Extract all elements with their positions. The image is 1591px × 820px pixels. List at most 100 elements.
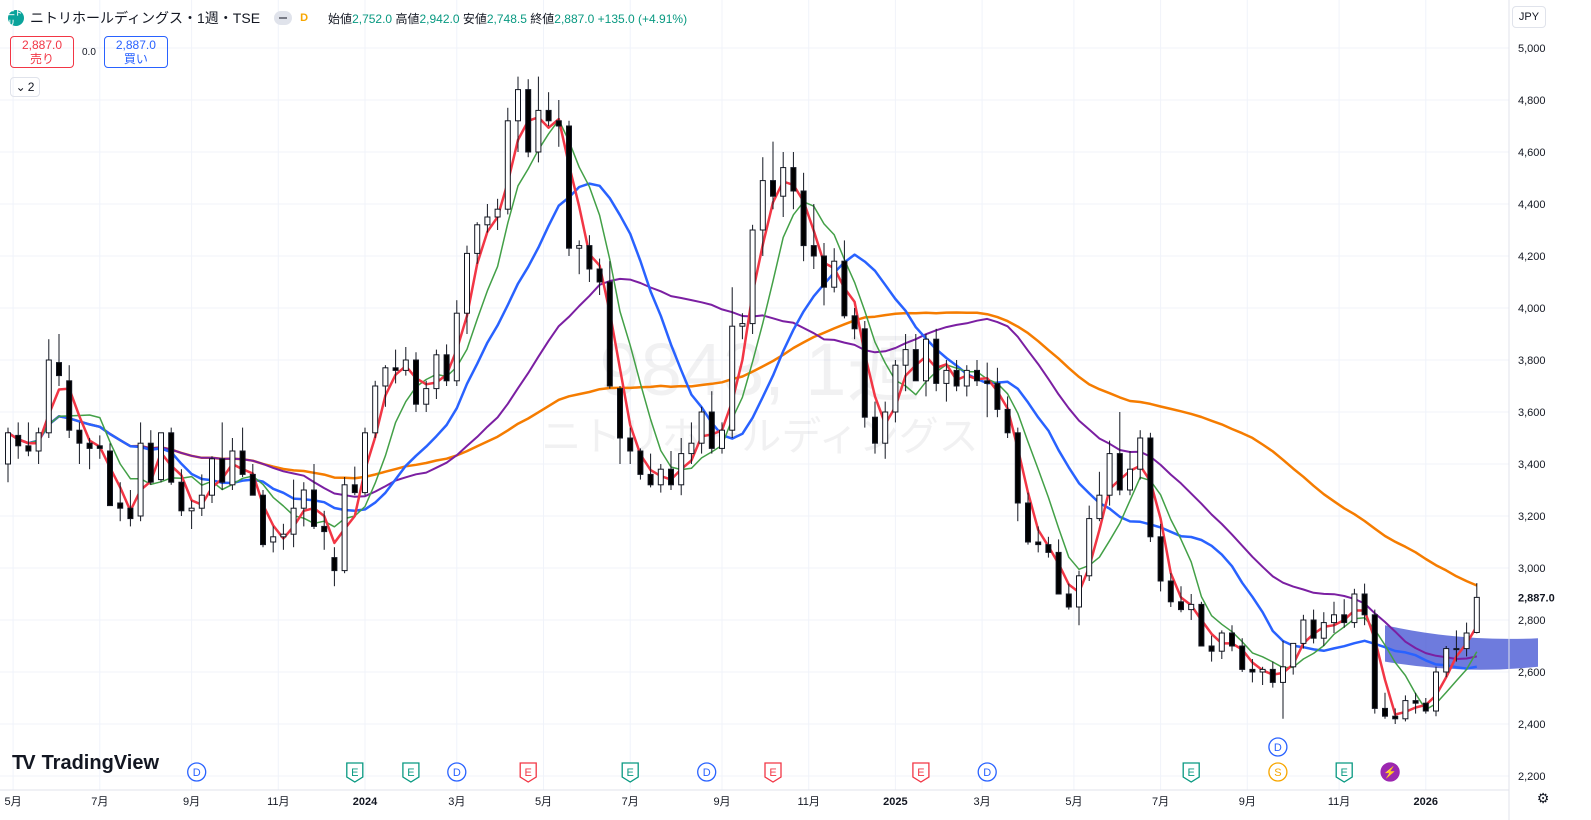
candle-down xyxy=(1014,432,1021,504)
candle-up xyxy=(831,260,838,288)
price-axis: 5,000 4,800 4,600 4,400 4,200 4,000 3,800 3,600… xyxy=(1518,43,1555,783)
candle-down xyxy=(912,349,919,382)
event-marker-news[interactable]: ⚡ xyxy=(1380,762,1400,782)
candle-down xyxy=(596,268,603,283)
chart-settings-icon[interactable]: ⚙ xyxy=(1536,790,1550,806)
candle-up xyxy=(576,245,583,249)
brand-name: TradingView xyxy=(41,752,160,774)
candle-up xyxy=(1218,632,1225,652)
candle-down xyxy=(1198,603,1205,647)
event-marker-dividend[interactable]: D xyxy=(447,762,467,782)
candle-up xyxy=(688,442,695,455)
candle-down xyxy=(1249,668,1256,673)
open-value: 2,752.0 xyxy=(352,11,393,26)
candle-down xyxy=(821,255,827,288)
event-label: D xyxy=(453,767,461,779)
candle-down xyxy=(1208,645,1215,652)
candle-up xyxy=(1453,648,1460,651)
y-tick-label: 3,200 xyxy=(1518,511,1546,523)
candlestick-series xyxy=(5,76,1480,724)
event-marker-split[interactable]: S xyxy=(1268,762,1288,782)
x-tick-label: 5月 xyxy=(1065,796,1082,808)
candle-down xyxy=(1157,536,1164,582)
candle-down xyxy=(1310,619,1317,639)
candle-up xyxy=(372,385,379,434)
high-value: 2,942.0 xyxy=(419,11,460,26)
event-marker-earnings-red[interactable]: E xyxy=(764,762,782,783)
market-closed-icon[interactable] xyxy=(274,11,293,25)
candle-down xyxy=(851,315,858,330)
candle-down xyxy=(443,354,450,382)
low-value: 2,748.5 xyxy=(486,11,527,26)
candle-down xyxy=(1239,645,1246,670)
y-tick-label: 2,800 xyxy=(1518,615,1546,627)
dividend-icon xyxy=(447,762,467,782)
company-logo[interactable]: ニトリ xyxy=(8,10,24,27)
sell-button[interactable]: 2,887.0 売り xyxy=(10,36,74,68)
candle-down xyxy=(239,450,246,475)
event-marker-earnings[interactable]: E xyxy=(402,762,420,783)
candle-up xyxy=(719,429,725,449)
x-tick-label: 9月 xyxy=(713,796,730,808)
event-label: E xyxy=(407,767,414,779)
y-tick-label: 4,800 xyxy=(1518,95,1546,107)
news-icon xyxy=(1380,762,1400,782)
event-label: E xyxy=(917,767,924,779)
candle-down xyxy=(66,380,73,431)
dividend-icon xyxy=(977,762,997,782)
x-tick-label: 5月 xyxy=(5,796,22,808)
candle-up xyxy=(188,507,195,512)
event-marker-dividend[interactable]: D xyxy=(1268,737,1288,757)
status-pills: D xyxy=(274,10,312,26)
event-marker-dividend[interactable]: D xyxy=(697,762,717,782)
candle-up xyxy=(678,453,685,486)
candle-up xyxy=(300,489,307,509)
close-label: 終値 xyxy=(530,11,555,26)
x-tick-label: 2026 xyxy=(1414,796,1438,808)
earnings-icon xyxy=(346,762,364,783)
event-marker-earnings-red[interactable]: E xyxy=(912,762,930,783)
candle-up xyxy=(1076,575,1082,608)
candle-up xyxy=(45,359,52,434)
candle-down xyxy=(15,434,22,447)
x-tick-label: 11月 xyxy=(1328,796,1350,808)
x-tick-label: 2024 xyxy=(353,796,378,808)
candle-up xyxy=(504,120,511,210)
candle-up xyxy=(433,354,440,390)
buy-button[interactable]: 2,887.0 買い xyxy=(103,36,168,68)
candle-down xyxy=(1147,437,1154,538)
symbol-title[interactable]: ニトリホールディングス・1週・TSE xyxy=(30,10,261,26)
x-tick-label: 7月 xyxy=(1152,796,1169,808)
candle-up xyxy=(1402,700,1409,720)
candle-up xyxy=(1259,668,1266,673)
watermark-symbol: 9843, 1週 xyxy=(600,328,921,411)
candle-up xyxy=(759,180,766,231)
event-marker-dividend[interactable]: D xyxy=(187,762,207,782)
candle-down xyxy=(168,432,175,483)
candle-up xyxy=(535,109,542,153)
currency-selector[interactable]: JPY xyxy=(1512,6,1546,28)
indicators-toggle-button[interactable]: ⌄ 2 xyxy=(10,77,40,97)
tradingview-logo[interactable]: TV TradingView xyxy=(12,752,159,775)
dividend-icon xyxy=(697,762,717,782)
x-tick-label: 11月 xyxy=(267,796,289,808)
event-label: D xyxy=(983,767,991,779)
data-delay-badge[interactable]: D xyxy=(300,12,309,24)
event-marker-earnings[interactable]: E xyxy=(621,762,639,783)
event-marker-earnings[interactable]: E xyxy=(346,762,364,783)
candle-up xyxy=(382,367,389,387)
event-marker-earnings[interactable]: E xyxy=(1335,762,1353,783)
y-tick-label: 3,800 xyxy=(1518,355,1546,367)
event-marker-dividend[interactable]: D xyxy=(977,762,997,782)
event-label: ⚡ xyxy=(1383,766,1397,779)
event-marker-earnings-red[interactable]: E xyxy=(519,762,537,783)
candle-up xyxy=(229,450,236,486)
event-marker-earnings[interactable]: E xyxy=(1182,762,1200,783)
y-tick-label: 4,400 xyxy=(1518,199,1546,211)
candle-down xyxy=(1055,551,1062,595)
candle-down xyxy=(107,450,113,507)
candle-up xyxy=(158,432,164,481)
event-label: D xyxy=(193,767,201,779)
candle-down xyxy=(1116,453,1123,491)
